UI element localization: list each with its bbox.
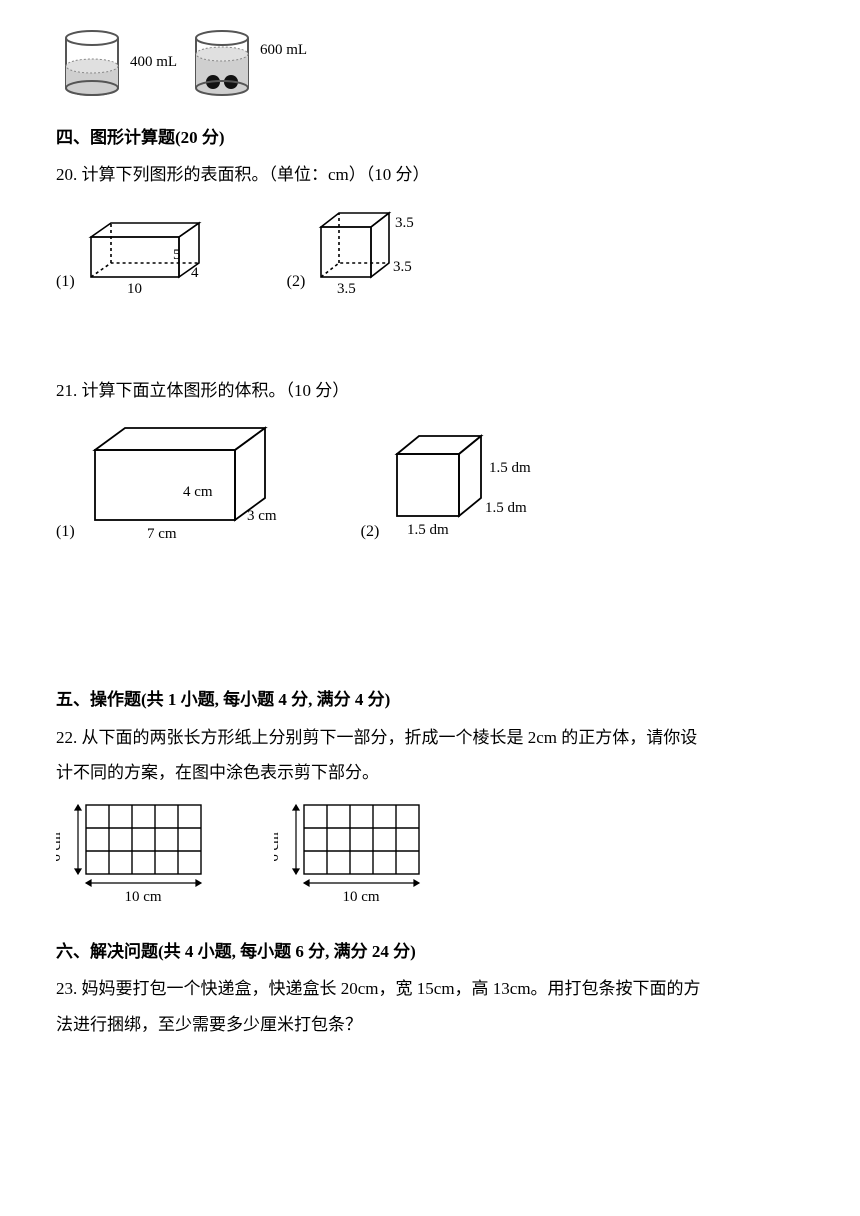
- beakers-svg: 400 mL 600 mL: [56, 24, 326, 108]
- svg-text:4: 4: [191, 265, 199, 281]
- section5-title: 五、操作题(共 1 小题, 每小题 4 分, 满分 4 分): [56, 684, 804, 715]
- svg-text:10: 10: [127, 281, 142, 297]
- svg-text:7 cm: 7 cm: [147, 526, 177, 542]
- q21-text: 21. 计算下面立体图形的体积。（10 分）: [56, 375, 804, 406]
- svg-text:1.5 dm: 1.5 dm: [485, 500, 527, 516]
- q22-grid2: 6 cm 10 cm: [274, 795, 454, 910]
- q22-grid1: 6 cm 10 cm: [56, 795, 236, 910]
- svg-text:3.5: 3.5: [395, 215, 414, 231]
- q21-figs: (1) 4 cm 3 cm 7 cm (2): [56, 416, 804, 546]
- beaker-left-label: 400 mL: [130, 54, 177, 70]
- q21-fig1-svg: 4 cm 3 cm 7 cm: [81, 416, 311, 546]
- svg-text:10 cm: 10 cm: [342, 889, 379, 905]
- svg-text:5: 5: [173, 247, 181, 263]
- q20-fig1-prefix: (1): [56, 267, 75, 297]
- q20-workspace: [56, 301, 804, 371]
- q21-workspace: [56, 546, 804, 676]
- section4-title: 四、图形计算题(20 分): [56, 122, 804, 153]
- q22-line2: 计不同的方案，在图中涂色表示剪下部分。: [56, 757, 804, 788]
- svg-text:1.5 dm: 1.5 dm: [489, 460, 531, 476]
- svg-text:6 cm: 6 cm: [274, 832, 282, 862]
- svg-text:1.5 dm: 1.5 dm: [407, 522, 449, 538]
- svg-text:10 cm: 10 cm: [124, 889, 161, 905]
- q20-text: 20. 计算下列图形的表面积。（单位：cm）（10 分）: [56, 159, 804, 190]
- beakers-figure: 400 mL 600 mL: [56, 24, 804, 108]
- beaker-right-label: 600 mL: [260, 42, 307, 58]
- q21-fig1-prefix: (1): [56, 517, 75, 547]
- q20-figs: (1) 5 4 10 (2: [56, 197, 804, 297]
- q22-line1: 22. 从下面的两张长方形纸上分别剪下一部分，折成一个棱长是 2cm 的正方体，…: [56, 722, 804, 753]
- q20-fig2-svg: 3.5 3.5 3.5: [309, 197, 439, 297]
- svg-text:3 cm: 3 cm: [247, 508, 277, 524]
- svg-text:4 cm: 4 cm: [183, 484, 213, 500]
- q22-grids: 6 cm 10 cm: [56, 795, 804, 910]
- q20-fig1-svg: 5 4 10: [79, 205, 229, 297]
- q21-fig2-prefix: (2): [361, 517, 380, 547]
- section6-title: 六、解决问题(共 4 小题, 每小题 6 分, 满分 24 分): [56, 936, 804, 967]
- q23-line2: 法进行捆绑，至少需要多少厘米打包条？: [56, 1009, 804, 1040]
- page: 400 mL 600 mL 四、图形计算题(20 分) 20. 计算下列图形的表…: [0, 0, 860, 1040]
- svg-text:6 cm: 6 cm: [56, 832, 64, 862]
- svg-text:3.5: 3.5: [337, 281, 356, 297]
- q23-line1: 23. 妈妈要打包一个快递盒，快递盒长 20cm，宽 15cm，高 13cm。用…: [56, 973, 804, 1004]
- q21-fig2-svg: 1.5 dm 1.5 dm 1.5 dm: [385, 426, 555, 546]
- q20-fig2-prefix: (2): [287, 267, 306, 297]
- svg-text:3.5: 3.5: [393, 259, 412, 275]
